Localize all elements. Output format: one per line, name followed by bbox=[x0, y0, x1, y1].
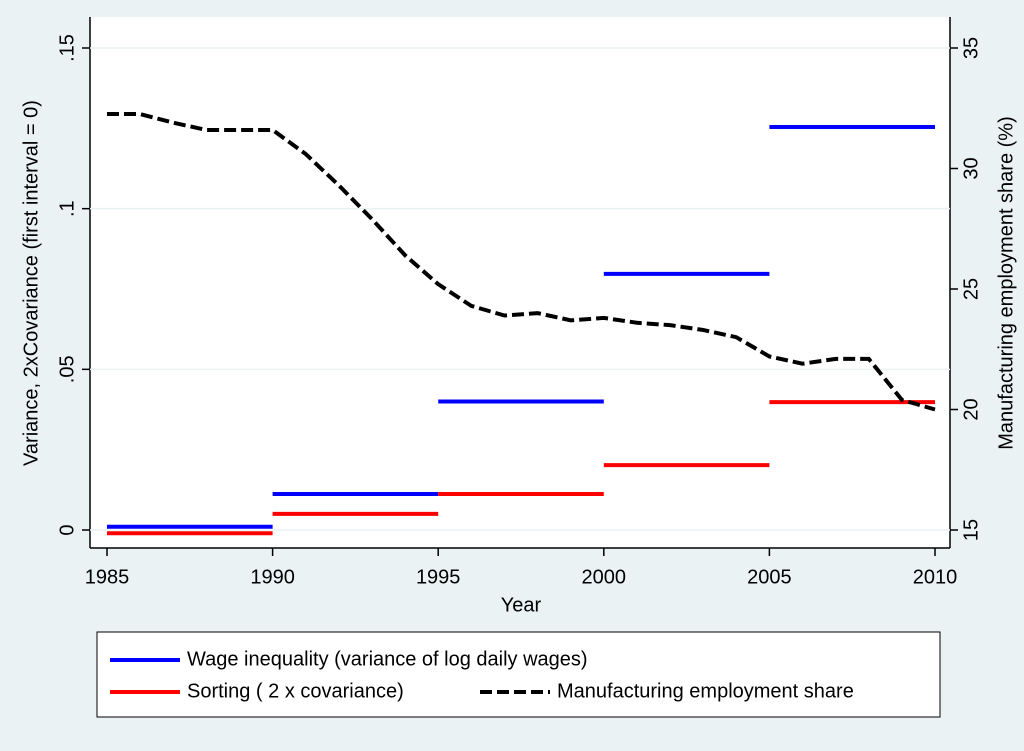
plot-area bbox=[90, 17, 950, 548]
y-tick-label: .15 bbox=[56, 34, 78, 62]
y2-tick-label: 30 bbox=[960, 157, 982, 179]
y2-tick-label: 35 bbox=[960, 37, 982, 59]
x-tick-label: 1990 bbox=[250, 566, 295, 588]
y-tick-label: .1 bbox=[56, 200, 78, 217]
legend-label: Manufacturing employment share bbox=[557, 680, 854, 702]
y-tick-label: 0 bbox=[56, 524, 78, 535]
x-tick-label: 1985 bbox=[85, 566, 130, 588]
y-tick-label: .05 bbox=[56, 355, 78, 383]
x-axis-label: Year bbox=[501, 594, 542, 616]
x-tick-label: 2010 bbox=[913, 566, 958, 588]
legend-label: Sorting ( 2 x covariance) bbox=[187, 680, 404, 702]
legend bbox=[96, 631, 941, 718]
x-tick-label: 2000 bbox=[582, 566, 627, 588]
y2-tick-label: 20 bbox=[960, 398, 982, 420]
legend-label: Wage inequality (variance of log daily w… bbox=[187, 648, 588, 670]
y-axis-label: Variance, 2xCovariance (first interval =… bbox=[20, 100, 42, 466]
y2-tick-label: 25 bbox=[960, 278, 982, 300]
x-tick-label: 1995 bbox=[416, 566, 461, 588]
y2-axis-label: Manufacturing employment share (%) bbox=[995, 116, 1017, 449]
x-tick-label: 2005 bbox=[747, 566, 792, 588]
y2-tick-label: 15 bbox=[960, 519, 982, 541]
line bbox=[107, 112, 936, 412]
